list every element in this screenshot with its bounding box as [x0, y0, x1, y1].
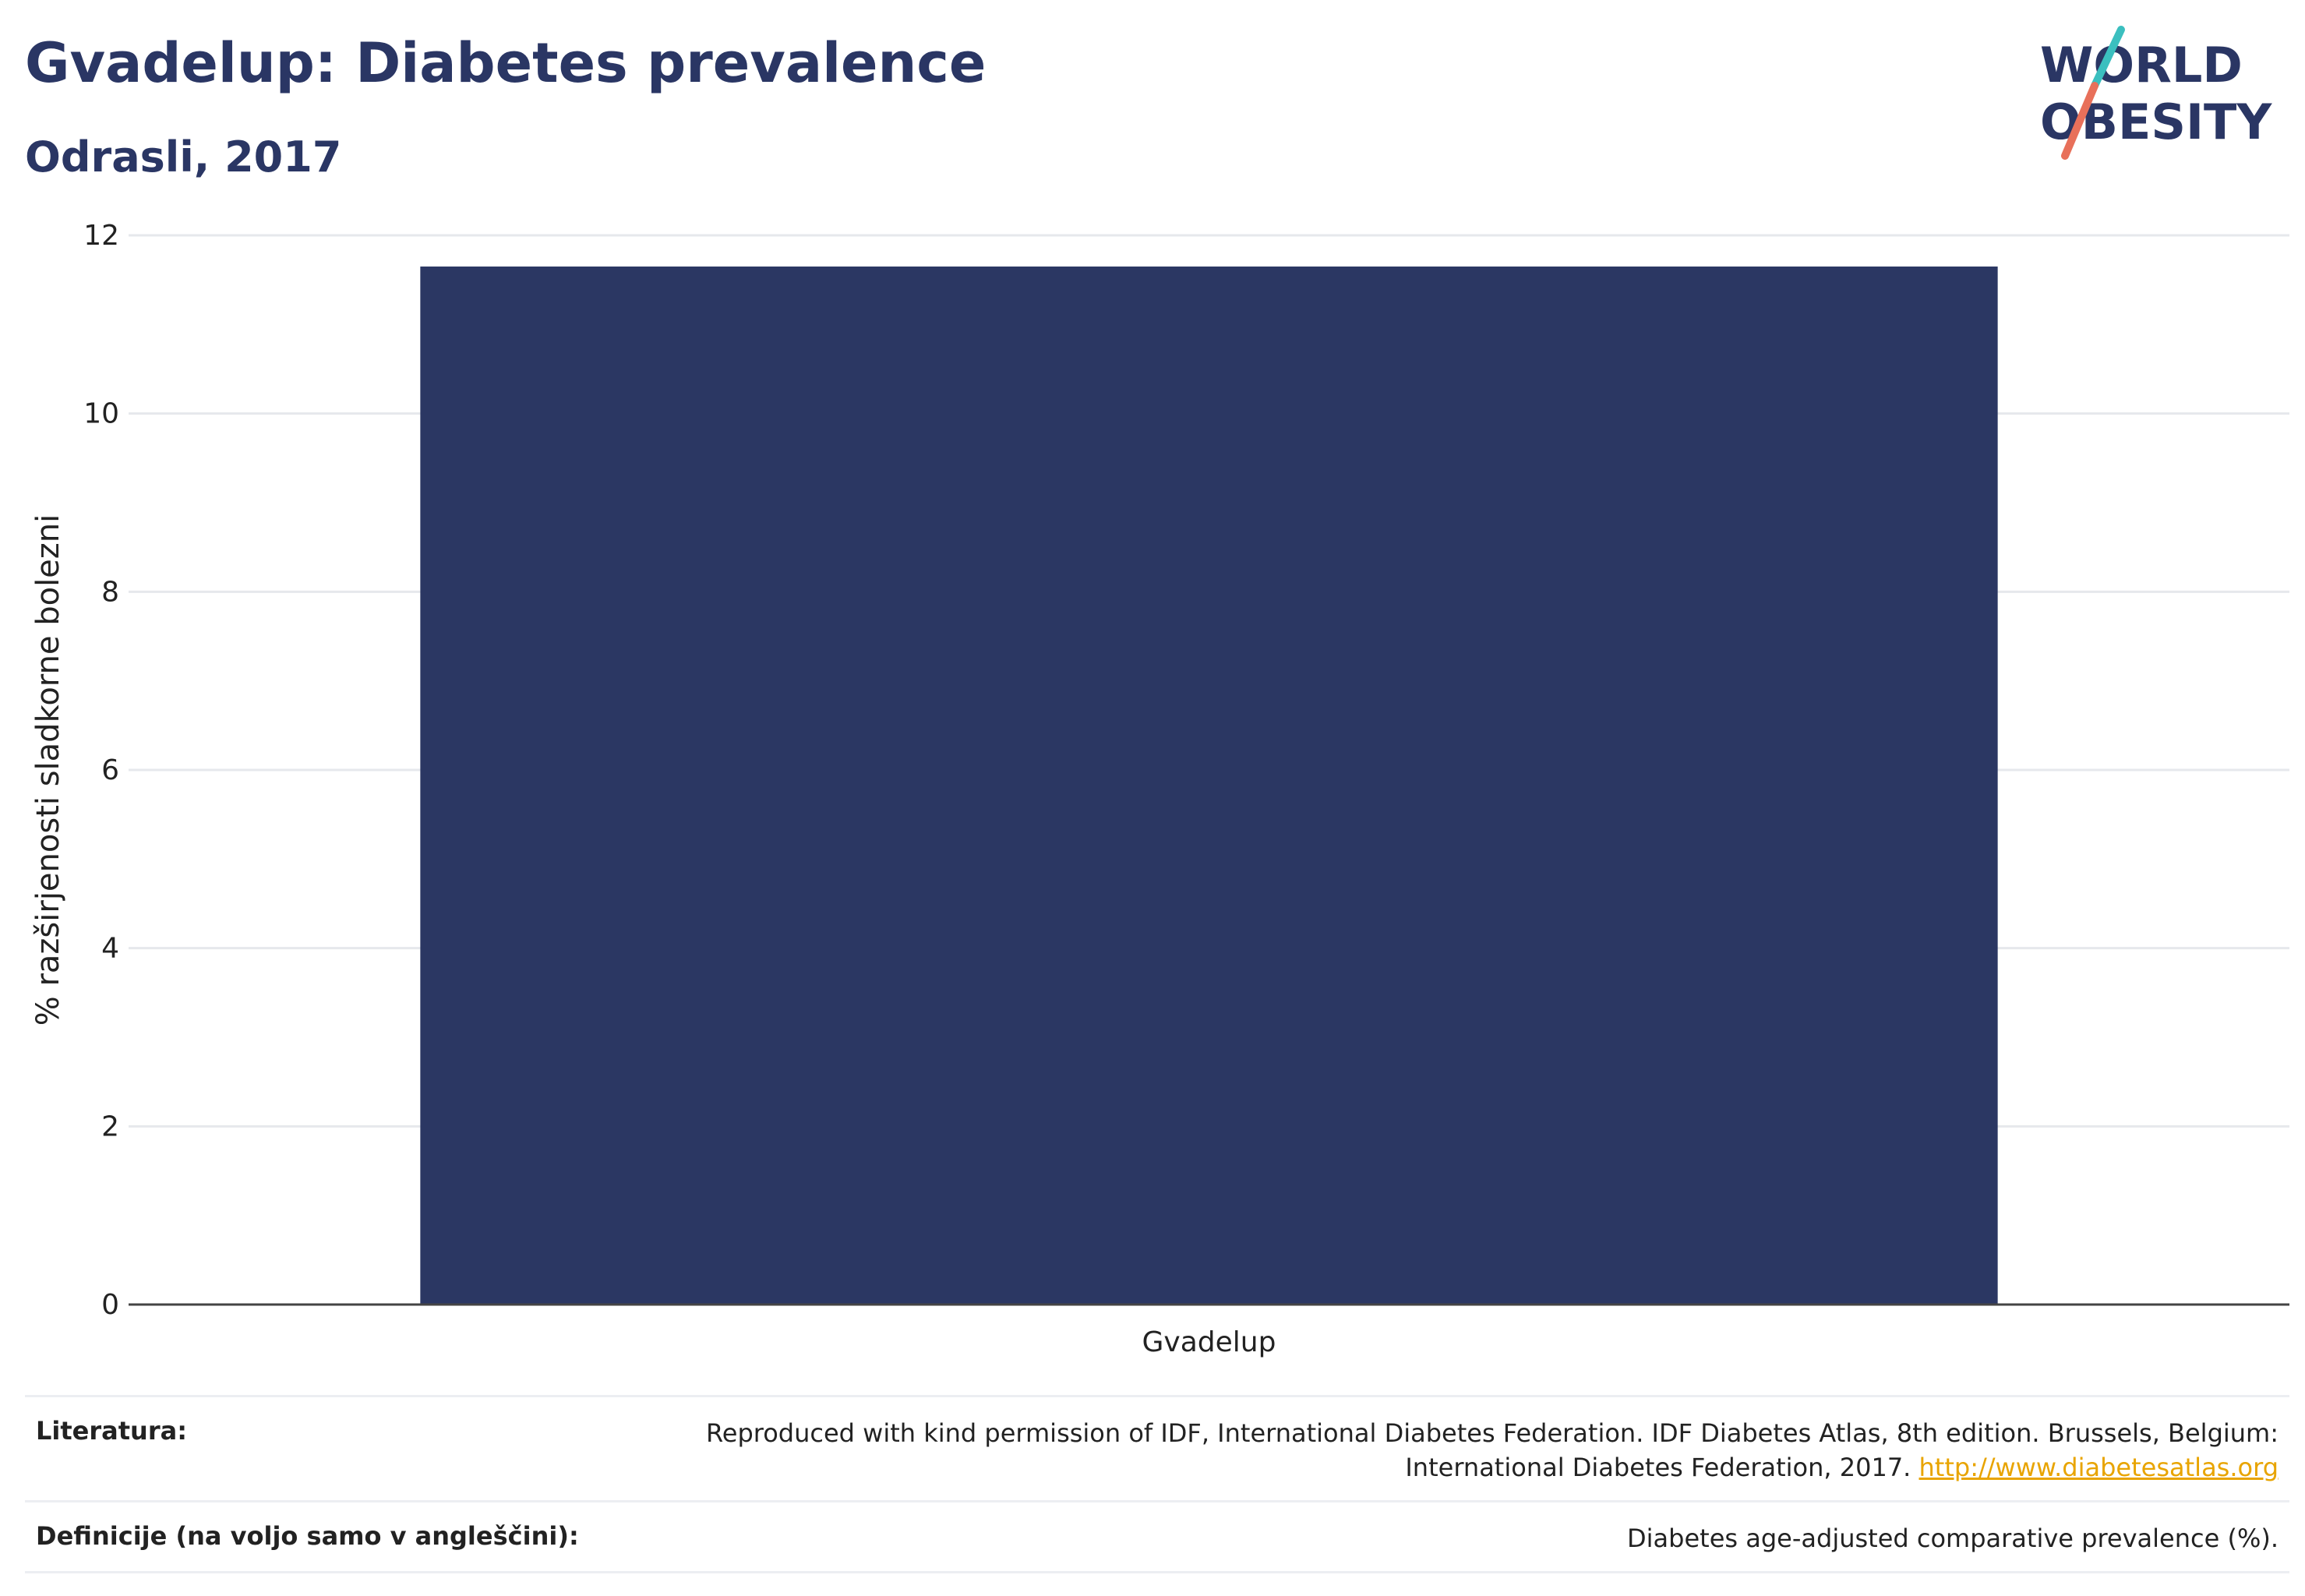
- y-tick-labels: 0 2 4 6 8 10 12: [83, 220, 119, 1321]
- x-tick-label: Gvadelup: [1142, 1326, 1276, 1358]
- literature-link[interactable]: http://www.diabetesatlas.org: [1918, 1453, 2279, 1482]
- bar[interactable]: [420, 267, 1998, 1305]
- y-tick-label: 8: [101, 576, 119, 608]
- y-tick-label: 12: [83, 220, 119, 252]
- literature-text: Reproduced with kind permission of IDF, …: [706, 1416, 2279, 1485]
- definitions-row: Definicije (na voljo samo v angleščini):…: [25, 1500, 2289, 1573]
- y-axis-title: % razširjenosti sladkorne bolezni: [30, 514, 66, 1026]
- y-tick-label: 4: [101, 933, 119, 965]
- y-tick-label: 6: [101, 754, 119, 786]
- definitions-text: Diabetes age-adjusted comparative preval…: [1627, 1524, 2279, 1553]
- literature-text-line2: International Diabetes Federation, 2017.: [1405, 1453, 1911, 1482]
- page-title: Gvadelup: Diabetes prevalence: [25, 31, 987, 95]
- definitions-label: Definicije (na voljo samo v angleščini):: [36, 1521, 579, 1551]
- bars: [420, 267, 1998, 1305]
- footer: Literatura: Reproduced with kind permiss…: [25, 1395, 2289, 1573]
- y-tick-label: 10: [83, 398, 119, 430]
- logo-line1: WORLD: [2040, 37, 2243, 94]
- world-obesity-logo[interactable]: WORLD OBESITY: [2034, 23, 2291, 164]
- y-tick-label: 2: [101, 1110, 119, 1142]
- x-tick-labels: Gvadelup: [1142, 1326, 1276, 1358]
- literature-label: Literatura:: [36, 1416, 187, 1446]
- page-subtitle: Odrasli, 2017: [25, 132, 342, 182]
- literature-text-line1: Reproduced with kind permission of IDF, …: [705, 1418, 2279, 1448]
- logo-slash-top: [2091, 26, 2125, 90]
- bar-chart: 0 2 4 6 8 10 12 Gvadelup % razširjenosti sladk…: [30, 220, 2289, 1358]
- literature-row: Literatura: Reproduced with kind permiss…: [25, 1395, 2289, 1500]
- y-tick-label: 0: [101, 1289, 119, 1321]
- logo-slash-bottom: [2061, 82, 2099, 160]
